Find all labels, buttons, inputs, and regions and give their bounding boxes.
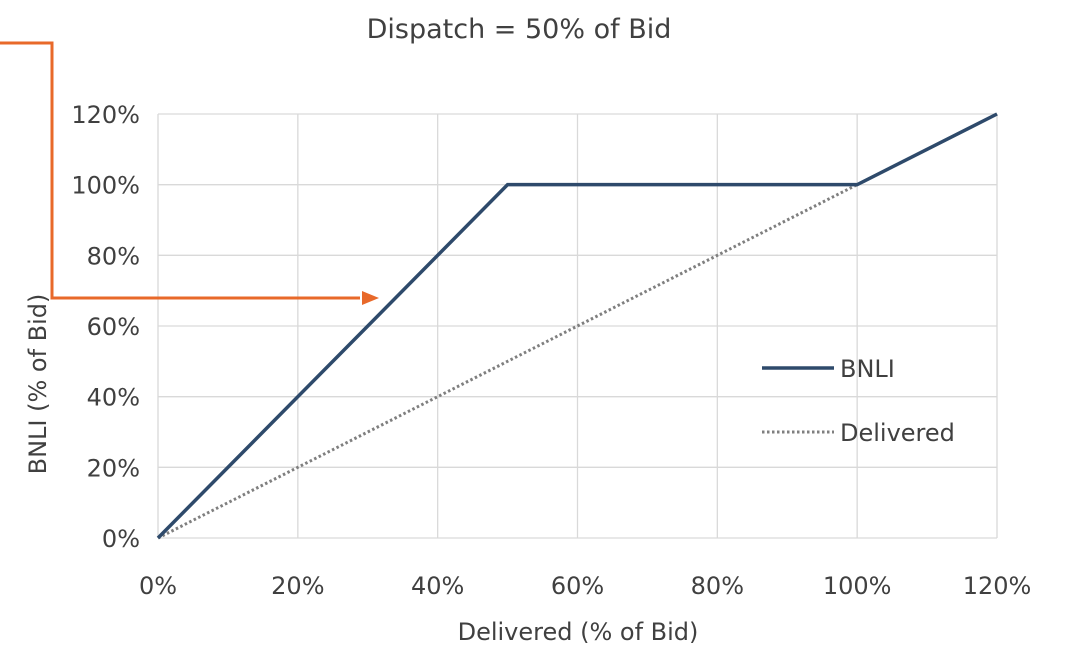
y-tick-label: 120% (71, 101, 140, 129)
x-tick-labels: 0% 20% 40% 60% 80% 100% 120% (139, 572, 1031, 600)
x-tick-label: 20% (271, 572, 324, 600)
annotation-arrow (0, 41, 379, 305)
x-tick-label: 40% (411, 572, 464, 600)
series-lines (156, 112, 998, 540)
y-tick-label: 0% (102, 525, 140, 553)
chart-title: Dispatch = 50% of Bid (367, 14, 672, 45)
y-tick-label: 60% (87, 313, 140, 341)
y-tick-label: 80% (87, 242, 140, 270)
y-tick-label: 20% (87, 454, 140, 482)
x-tick-label: 120% (963, 572, 1032, 600)
series-line-delivered (157, 112, 998, 540)
legend-label-bnli: BNLI (840, 355, 895, 383)
annotation-arrow-head (362, 291, 379, 305)
y-tick-label: 40% (87, 384, 140, 412)
x-tick-label: 60% (551, 572, 604, 600)
legend: BNLI Delivered (762, 355, 955, 447)
legend-label-delivered: Delivered (840, 419, 955, 447)
x-tick-label: 80% (691, 572, 744, 600)
y-axis-title: BNLI (% of Bid) (24, 294, 52, 475)
series-line-bnli (156, 112, 998, 540)
annotation-arrow-line (0, 41, 360, 300)
x-tick-label: 0% (139, 572, 177, 600)
y-tick-labels: 0% 20% 40% 60% 80% 100% 120% (71, 101, 140, 553)
y-tick-label: 100% (71, 172, 140, 200)
x-tick-label: 100% (823, 572, 892, 600)
x-axis-title: Delivered (% of Bid) (458, 618, 699, 645)
